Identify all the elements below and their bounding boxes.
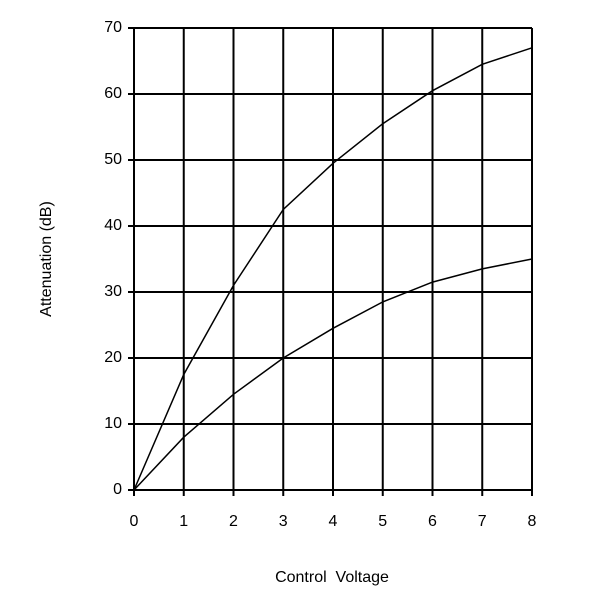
x-tick-label: 8: [528, 513, 537, 530]
series-line: [133, 47, 533, 491]
y-tick-label: 30: [104, 283, 122, 300]
series-line: [133, 258, 533, 491]
y-tick-label: 60: [104, 85, 122, 102]
y-tick-label: 70: [104, 19, 122, 36]
x-tick-label: 3: [279, 513, 288, 530]
x-tick-label: 1: [179, 513, 188, 530]
x-tick-label: 6: [428, 513, 437, 530]
y-tick-label: 0: [113, 481, 122, 498]
x-axis-title: Control Voltage: [275, 569, 389, 586]
x-tick-label: 7: [478, 513, 487, 530]
y-tick-label: 50: [104, 151, 122, 168]
y-tick-label: 10: [104, 415, 122, 432]
y-tick-label: 40: [104, 217, 122, 234]
x-tick-label: 5: [378, 513, 387, 530]
x-tick-label: 4: [329, 513, 338, 530]
y-tick-label: 20: [104, 349, 122, 366]
x-tick-label: 0: [130, 513, 139, 530]
x-tick-label: 2: [229, 513, 238, 530]
y-axis-title: Attenuation (dB): [38, 201, 55, 317]
